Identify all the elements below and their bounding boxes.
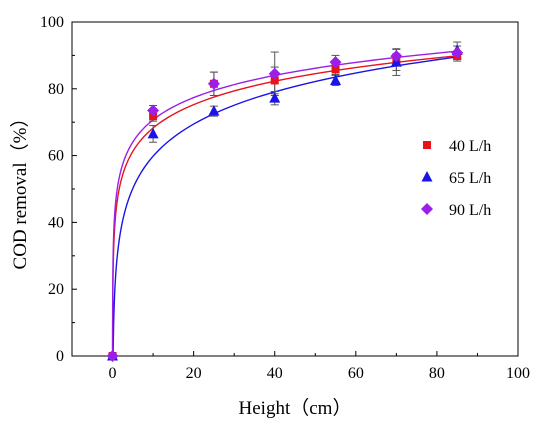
y-tick-label: 40 (48, 214, 64, 231)
legend: 40 L/h 65 L/h 90 L/h (421, 138, 491, 219)
fit-curve (112, 56, 458, 357)
data-point (208, 105, 220, 116)
data-markers (106, 44, 464, 362)
data-point (330, 74, 342, 85)
y-tick-label: 60 (48, 148, 64, 165)
legend-marker (421, 203, 433, 215)
x-tick-label: 100 (506, 365, 530, 382)
x-tick-label: 20 (186, 365, 202, 382)
fit-curve (111, 50, 458, 356)
data-point (269, 92, 281, 103)
legend-marker (421, 171, 433, 182)
data-point (270, 76, 279, 85)
y-tick-label: 80 (48, 81, 64, 98)
y-tick-label: 100 (40, 14, 64, 31)
data-point (147, 127, 159, 139)
data-point (329, 56, 342, 69)
y-axis-label: COD removal（%） (9, 109, 31, 270)
data-point (207, 77, 220, 90)
x-tick-label: 60 (348, 365, 364, 382)
legend-label: 90 L/h (449, 202, 491, 219)
legend-marker (423, 141, 431, 149)
x-tick-label: 40 (267, 365, 283, 382)
legend-label: 65 L/h (449, 170, 491, 187)
data-point (390, 50, 403, 63)
y-tick-label: 20 (48, 281, 64, 298)
data-point (331, 65, 340, 74)
data-point (106, 350, 119, 362)
y-axis-ticks: 0 20 40 60 80 100 (40, 14, 77, 365)
fit-curves (111, 50, 458, 357)
data-point (451, 46, 464, 59)
y-tick-label: 0 (56, 348, 64, 365)
legend-label: 40 L/h (449, 138, 491, 155)
data-point (147, 104, 160, 117)
x-axis-label: Height（cm） (239, 397, 352, 419)
x-tick-label: 80 (429, 365, 445, 382)
error-bars (149, 41, 462, 143)
fit-curve (111, 55, 458, 356)
x-axis-ticks: 0 20 40 60 80 100 (71, 351, 530, 382)
x-tick-label: 0 (109, 365, 117, 382)
data-point (268, 67, 281, 80)
